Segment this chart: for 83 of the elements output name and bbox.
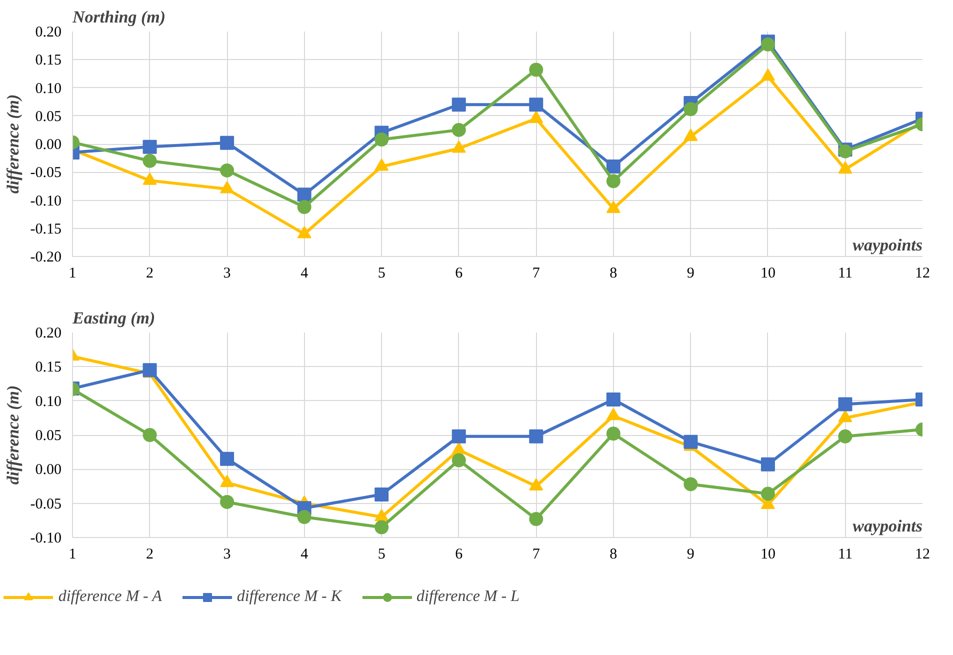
- point: [684, 102, 698, 116]
- x-tick-label: 11: [838, 266, 852, 282]
- point: [606, 392, 620, 406]
- x-axis-title: waypoints: [852, 516, 923, 536]
- y-axis-title: difference (m): [3, 385, 22, 485]
- y-tick-label: -0.05: [30, 496, 62, 512]
- point: [374, 520, 389, 534]
- point: [529, 512, 544, 526]
- y-tick-label: 0.20: [35, 326, 62, 342]
- point: [142, 428, 157, 442]
- y-tick-label: -0.10: [30, 530, 62, 546]
- point: [220, 163, 234, 178]
- y-tick-label: -0.10: [30, 193, 62, 210]
- point: [220, 494, 234, 509]
- x-tick-label: 11: [838, 546, 852, 562]
- y-tick-label: 0.00: [35, 462, 62, 478]
- x-tick-label: 10: [760, 546, 776, 562]
- point: [529, 98, 544, 112]
- y-tick-label: -0.05: [30, 165, 62, 182]
- point: [529, 429, 544, 444]
- chart-title: Northing (m): [72, 8, 166, 26]
- point: [220, 452, 234, 466]
- chart-title: Easting (m): [72, 308, 156, 328]
- y-tick-label: 0.10: [35, 80, 62, 97]
- y-tick-label: 0.05: [35, 108, 62, 125]
- x-tick-label: 3: [223, 266, 231, 282]
- x-tick-label: 10: [760, 266, 776, 282]
- point: [684, 434, 698, 449]
- point: [684, 477, 698, 492]
- point: [838, 397, 852, 412]
- x-tick-label: 8: [610, 266, 618, 282]
- x-tick-label: 7: [532, 546, 540, 562]
- point: [142, 154, 157, 168]
- x-tick-label: 6: [455, 266, 464, 282]
- legend-label: difference M - L: [416, 588, 520, 606]
- point: [220, 136, 234, 150]
- y-tick-label: 0.10: [35, 394, 62, 410]
- y-tick-label: 0.15: [35, 360, 62, 376]
- point: [452, 453, 466, 468]
- x-tick-label: 6: [455, 546, 464, 562]
- y-tick-label: 0.00: [35, 137, 62, 153]
- legend-label: difference M - K: [236, 588, 342, 606]
- point: [297, 510, 312, 524]
- x-tick-label: 7: [532, 266, 540, 282]
- x-axis-title: waypoints: [852, 236, 923, 254]
- x-tick-label: 12: [915, 266, 930, 282]
- y-axis-title: difference (m): [3, 94, 22, 194]
- x-tick-label: 1: [68, 546, 76, 562]
- point: [374, 132, 389, 146]
- point: [297, 200, 312, 214]
- x-tick-label: 2: [146, 266, 154, 282]
- point: [297, 188, 312, 202]
- x-tick-label: 5: [378, 546, 386, 562]
- x-tick-label: 1: [68, 266, 76, 282]
- x-tick-label: 4: [300, 546, 309, 562]
- point: [606, 426, 620, 441]
- point: [760, 486, 775, 501]
- point: [452, 98, 466, 112]
- y-tick-label: 0.15: [35, 52, 62, 69]
- point: [529, 62, 544, 77]
- x-tick-label: 4: [300, 266, 309, 282]
- point: [142, 363, 157, 378]
- point: [374, 487, 389, 502]
- point: [760, 37, 775, 52]
- point: [452, 429, 466, 444]
- point: [606, 174, 620, 188]
- legend-label: difference M - A: [58, 588, 162, 606]
- point: [838, 429, 852, 444]
- point: [142, 140, 157, 154]
- y-tick-label: 0.20: [35, 24, 62, 40]
- point: [760, 457, 775, 472]
- x-tick-label: 3: [223, 546, 231, 562]
- x-tick-label: 8: [610, 546, 618, 562]
- y-tick-label: -0.15: [30, 221, 62, 238]
- x-tick-label: 5: [378, 266, 386, 282]
- y-tick-label: 0.05: [35, 428, 62, 444]
- x-tick-label: 9: [686, 266, 694, 282]
- x-tick-label: 2: [146, 546, 154, 562]
- point: [452, 122, 466, 137]
- x-tick-label: 9: [686, 546, 694, 562]
- y-tick-label: -0.20: [30, 250, 62, 266]
- point: [606, 160, 620, 174]
- x-tick-label: 12: [915, 546, 930, 562]
